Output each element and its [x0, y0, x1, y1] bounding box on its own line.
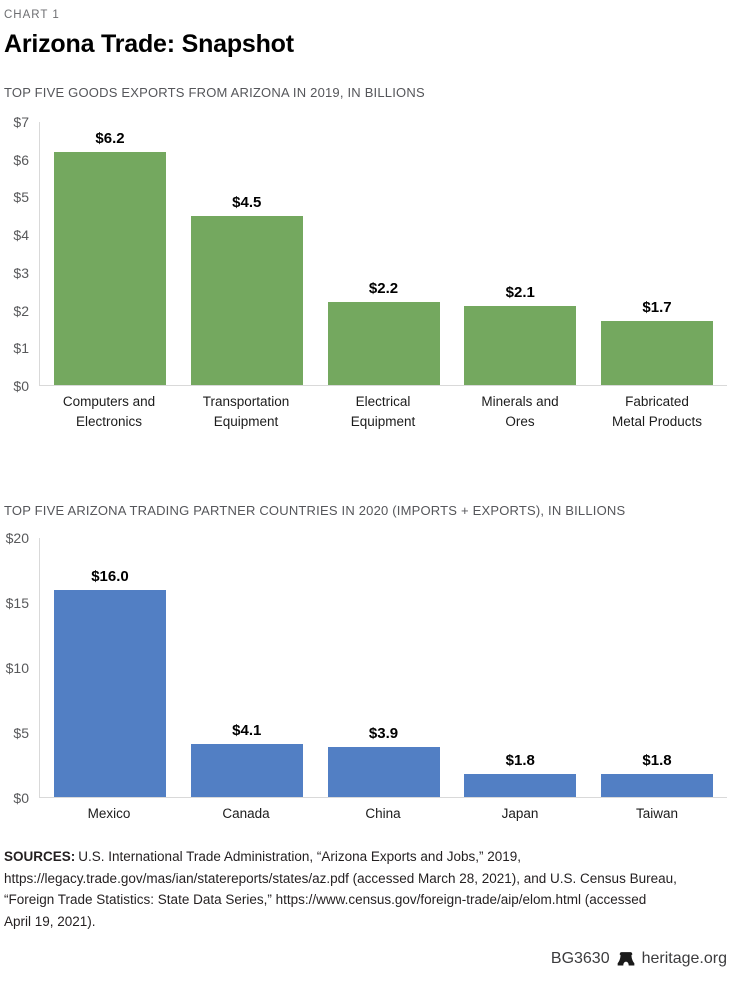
- x-category-label: Canada: [222, 806, 270, 821]
- y-tick-label: $20: [5, 530, 29, 546]
- bar: $1.8: [601, 752, 713, 797]
- x-category-label: Japan: [501, 806, 539, 821]
- x-axis-labels: Computers and Electronics Transportation …: [39, 392, 727, 432]
- bar-column: $1.8: [464, 538, 577, 797]
- trading-partners-chart-body: $20 $15 $10 $5 $0 $16.0 $4.1 $3.9 $1.8 $1.8: [4, 530, 727, 806]
- x-category-label: Electrical Equipment: [350, 394, 416, 429]
- bar-value-label: $2.1: [505, 284, 535, 302]
- exports-chart-body: $7 $6 $5 $4 $3 $2 $1 $0 $6.2 $4.5 $2.2 $2.1 $1.7: [4, 114, 727, 394]
- y-tick-label: $2: [13, 302, 29, 319]
- sources-line: April 19, 2021).: [4, 913, 96, 929]
- plot-area: $6.2 $4.5 $2.2 $2.1 $1.7: [39, 122, 727, 386]
- y-tick-label: $7: [13, 114, 29, 130]
- bar: $16.0: [54, 568, 166, 797]
- y-axis: $7 $6 $5 $4 $3 $2 $1 $0: [4, 114, 39, 394]
- y-tick-label: $6: [13, 151, 29, 168]
- bar-column: $3.9: [327, 538, 440, 797]
- bar-column: $2.2: [327, 122, 440, 385]
- bar: $6.2: [54, 130, 166, 385]
- y-tick-label: $4: [13, 227, 29, 244]
- bar-value-label: $1.8: [642, 751, 672, 769]
- sources-line: “Foreign Trade Statistics: State Data Se…: [4, 892, 647, 907]
- y-tick-label: $0: [13, 790, 29, 806]
- bars-container: $6.2 $4.5 $2.2 $2.1 $1.7: [40, 122, 727, 385]
- x-axis-labels: Mexico Canada China Japan Taiwan: [39, 804, 727, 824]
- y-tick-label: $10: [5, 660, 29, 676]
- bar-value-label: $2.2: [368, 280, 399, 298]
- bar-column: $6.2: [54, 122, 166, 385]
- plot-area: $16.0 $4.1 $3.9 $1.8 $1.8: [39, 538, 727, 798]
- bar-column: $2.1: [464, 122, 577, 385]
- bar-value-label: $16.0: [91, 567, 129, 585]
- sources-label: SOURCES:: [4, 849, 76, 864]
- exports-chart-title: TOP FIVE GOODS EXPORTS FROM ARIZONA IN 2…: [4, 85, 425, 100]
- y-tick-label: $5: [13, 189, 29, 206]
- x-category-label: Mexico: [87, 806, 131, 821]
- trading-partners-bar-chart: TOP FIVE ARIZONA TRADING PARTNER COUNTRI…: [4, 503, 727, 824]
- y-tick-label: $0: [13, 378, 29, 394]
- bar-column: $1.8: [601, 538, 713, 797]
- x-category-label: Minerals and Ores: [481, 394, 559, 429]
- bar: $2.2: [327, 280, 440, 385]
- sources-text: U.S. International Trade Administration,…: [78, 849, 521, 864]
- bar: $1.7: [601, 299, 713, 385]
- bars-container: $16.0 $4.1 $3.9 $1.8 $1.8: [40, 538, 727, 797]
- y-tick-label: $5: [13, 725, 29, 741]
- bar-value-label: $6.2: [95, 130, 125, 148]
- bar-column: $4.1: [190, 538, 303, 797]
- bar: $4.5: [190, 194, 303, 385]
- liberty-bell-icon: [617, 951, 635, 967]
- bar: $4.1: [190, 722, 303, 797]
- bar-column: $1.7: [601, 122, 713, 385]
- x-category-label: China: [365, 806, 401, 821]
- chart-number-label: CHART 1: [4, 9, 60, 21]
- bar-value-label: $1.7: [642, 299, 672, 317]
- bar: $2.1: [464, 284, 577, 385]
- sources-line: https://legacy.trade.gov/mas/ian/statere…: [4, 870, 677, 886]
- x-category-label: Transportation Equipment: [202, 394, 290, 429]
- x-category-label: Fabricated Metal Products: [611, 394, 703, 429]
- bar-column: $16.0: [54, 538, 166, 797]
- y-tick-label: $1: [13, 340, 29, 357]
- doc-id: BG3630: [550, 950, 610, 967]
- bar-value-label: $4.5: [232, 193, 262, 211]
- site-label: heritage.org: [641, 950, 727, 967]
- exports-bar-chart: TOP FIVE GOODS EXPORTS FROM ARIZONA IN 2…: [4, 85, 727, 432]
- bar: $3.9: [327, 725, 440, 797]
- page-title: Arizona Trade: Snapshot: [4, 30, 294, 58]
- bar-column: $4.5: [190, 122, 303, 385]
- trading-partners-chart-title: TOP FIVE ARIZONA TRADING PARTNER COUNTRI…: [4, 503, 626, 518]
- x-category-label: Computers and Electronics: [62, 394, 156, 429]
- y-tick-label: $3: [13, 264, 29, 281]
- bar-value-label: $1.8: [505, 751, 535, 769]
- bar: $1.8: [464, 752, 577, 797]
- sources-note: SOURCES: U.S. International Trade Adminis…: [4, 846, 727, 932]
- bar-value-label: $4.1: [232, 721, 262, 739]
- bar-value-label: $3.9: [368, 724, 399, 742]
- sources-line: SOURCES: U.S. International Trade Adminis…: [4, 846, 727, 868]
- y-tick-label: $15: [5, 595, 29, 611]
- footer: BG3630 heritage.org: [4, 950, 727, 968]
- y-axis: $20 $15 $10 $5 $0: [4, 530, 39, 806]
- x-category-label: Taiwan: [635, 806, 679, 821]
